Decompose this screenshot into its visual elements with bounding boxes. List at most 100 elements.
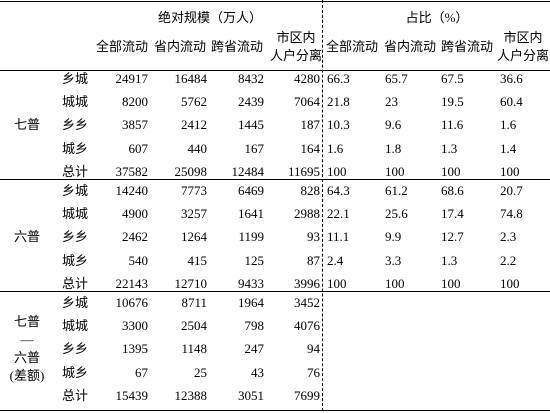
cell: 3857 [122, 117, 148, 133]
cell: 12.7 [441, 229, 464, 245]
cell: 100 [327, 275, 347, 291]
cell: 100 [500, 163, 520, 179]
cell: 11.1 [327, 229, 350, 245]
cell: 100 [441, 275, 461, 291]
rule [0, 179, 550, 180]
group-header: 绝对规模（万人） [157, 10, 263, 25]
cell: 2439 [238, 94, 264, 110]
cell: 10676 [115, 295, 149, 310]
cell: 11.6 [441, 117, 464, 133]
cell: 23 [385, 94, 398, 110]
cell: 15439 [115, 387, 149, 403]
cell: 19.5 [441, 94, 464, 110]
cell: 187 [300, 117, 321, 133]
row-label: 城乡 [61, 140, 89, 156]
cell: 1395 [122, 341, 148, 357]
section-label: (差额) [9, 368, 45, 384]
cell: 9.6 [385, 117, 402, 133]
cell: 2504 [181, 318, 207, 334]
cell: 67.5 [441, 71, 464, 86]
section-label: 七普 [13, 117, 41, 133]
row-label: 乡城 [61, 183, 89, 198]
divider [322, 0, 323, 411]
cell: 540 [128, 252, 149, 268]
cell: 25.6 [385, 206, 408, 222]
cell: 3452 [294, 295, 320, 310]
cell: 100 [385, 275, 405, 291]
cell: 37582 [115, 163, 149, 179]
group-header: 占比（%） [405, 10, 469, 25]
cell: 94 [307, 341, 320, 357]
cell: 2.4 [327, 252, 344, 268]
cell: 3300 [122, 318, 148, 334]
column-header: 全部流动 [325, 39, 379, 54]
cell: 25 [194, 364, 207, 380]
cell: 12388 [174, 387, 208, 403]
cell: 4900 [122, 206, 148, 222]
cell: 67 [135, 364, 148, 380]
cell: 100 [441, 163, 461, 179]
cell: 3996 [294, 275, 320, 291]
cell: 8432 [238, 71, 264, 86]
cell: 9433 [238, 275, 264, 291]
cell: 2.3 [500, 229, 517, 245]
column-header: 全部流动 [95, 39, 149, 54]
row-label: 乡乡 [61, 341, 89, 357]
cell: 607 [128, 140, 149, 156]
section-label: 七普 [13, 314, 41, 330]
cell: 1964 [238, 295, 264, 310]
column-header: 跨省流动 [210, 39, 264, 54]
cell: 164 [300, 140, 321, 156]
cell: 1264 [181, 229, 207, 245]
cell: 1.3 [441, 140, 458, 156]
cell: 22.1 [327, 206, 350, 222]
cell: 167 [244, 140, 265, 156]
cell: 8200 [122, 94, 148, 110]
cell: 798 [244, 318, 265, 334]
cell: 21.8 [327, 94, 350, 110]
cell: 3257 [181, 206, 207, 222]
row-label: 乡乡 [61, 117, 89, 133]
column-header: 市区内 [276, 30, 316, 45]
cell: 1.4 [500, 140, 517, 156]
cell: 12710 [174, 275, 208, 291]
rule [0, 1, 550, 2]
rule [0, 291, 550, 292]
cell: 4280 [294, 71, 320, 86]
cell: 16484 [174, 71, 208, 86]
cell: 1445 [238, 117, 264, 133]
cell: 7699 [294, 387, 320, 403]
section-label: 六普 [13, 229, 41, 245]
row-label: 城乡 [61, 364, 89, 380]
cell: 17.4 [441, 206, 464, 222]
cell: 100 [327, 163, 347, 179]
cell: 14240 [115, 183, 149, 198]
cell: 66.3 [327, 71, 350, 86]
cell: 440 [187, 140, 208, 156]
cell: 1199 [238, 229, 264, 245]
cell: 9.9 [385, 229, 402, 245]
cell: 93 [307, 229, 320, 245]
column-header: 人户分离 [269, 48, 323, 63]
cell: 1.6 [327, 140, 344, 156]
row-label: 城城 [61, 318, 89, 334]
row-label: 城城 [61, 94, 89, 110]
cell: 2412 [181, 117, 207, 133]
cell: 12484 [231, 163, 265, 179]
cell: 5762 [181, 94, 207, 110]
cell: 10.3 [327, 117, 350, 133]
section-label: 六普 [13, 350, 41, 366]
row-label: 乡城 [61, 71, 89, 86]
rule [0, 70, 550, 71]
cell: 7064 [294, 94, 320, 110]
row-label: 城乡 [61, 252, 89, 268]
cell: 1.6 [500, 117, 517, 133]
cell: 828 [300, 183, 321, 198]
cell: 2988 [294, 206, 320, 222]
cell: 3051 [238, 387, 264, 403]
cell: 100 [385, 163, 405, 179]
cell: 1.8 [385, 140, 402, 156]
cell: 61.2 [385, 183, 408, 198]
section-label: — [20, 332, 34, 348]
